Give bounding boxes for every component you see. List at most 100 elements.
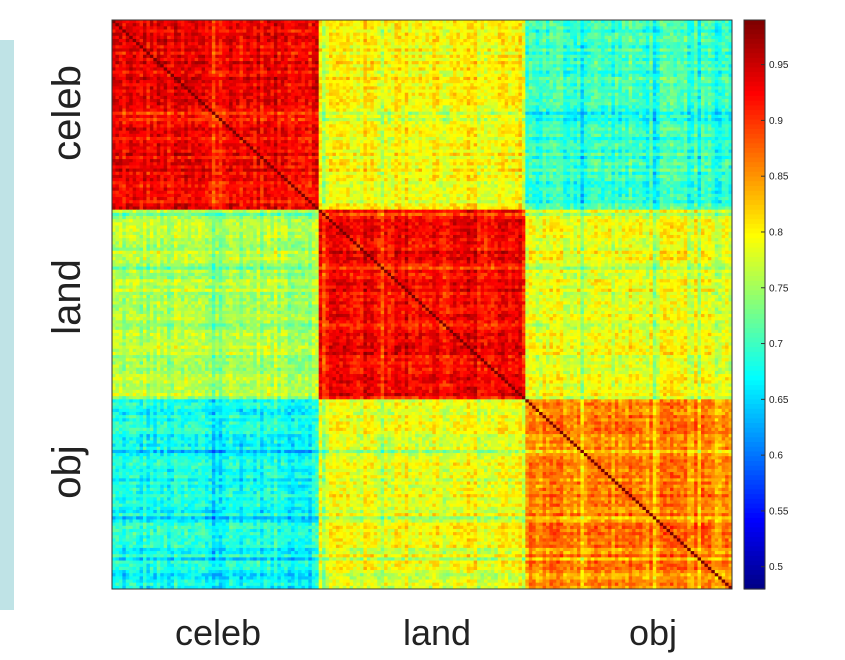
- heatmap-cell: [129, 77, 133, 81]
- heatmap-cell: [474, 74, 478, 78]
- heatmap-cell: [646, 52, 650, 56]
- heatmap-cell: [215, 99, 219, 103]
- heatmap-cell: [653, 67, 657, 71]
- heatmap-cell: [222, 48, 226, 52]
- heatmap-cell: [319, 96, 323, 100]
- heatmap-cell: [677, 23, 681, 27]
- heatmap-cell: [332, 48, 336, 52]
- heatmap-cell: [370, 45, 374, 49]
- heatmap-cell: [525, 23, 529, 27]
- heatmap-cell: [267, 45, 271, 49]
- heatmap-cell: [322, 29, 326, 33]
- heatmap-cell: [446, 77, 450, 81]
- heatmap-cell: [160, 71, 164, 75]
- heatmap-cell: [691, 58, 695, 62]
- heatmap-cell: [270, 58, 274, 62]
- heatmap-cell: [140, 26, 144, 30]
- heatmap-cell: [264, 42, 268, 46]
- heatmap-cell: [649, 93, 653, 97]
- heatmap-cell: [467, 23, 471, 27]
- heatmap-cell: [150, 90, 154, 94]
- heatmap-cell: [649, 29, 653, 33]
- heatmap-cell: [329, 83, 333, 87]
- heatmap-cell: [405, 52, 409, 56]
- heatmap-cell: [605, 67, 609, 71]
- heatmap-cell: [308, 83, 312, 87]
- heatmap-cell: [673, 52, 677, 56]
- heatmap-cell: [715, 86, 719, 90]
- heatmap-cell: [384, 71, 388, 75]
- heatmap-cell: [605, 29, 609, 33]
- heatmap-cell: [233, 67, 237, 71]
- heatmap-cell: [181, 93, 185, 97]
- heatmap-cell: [277, 23, 281, 27]
- heatmap-cell: [339, 20, 343, 24]
- heatmap-cell: [129, 86, 133, 90]
- heatmap-cell: [322, 26, 326, 30]
- heatmap-cell: [546, 29, 550, 33]
- heatmap-cell: [694, 86, 698, 90]
- heatmap-cell: [567, 74, 571, 78]
- heatmap-cell: [525, 52, 529, 56]
- heatmap-cell: [274, 42, 278, 46]
- heatmap-cell: [722, 52, 726, 56]
- heatmap-cell: [150, 86, 154, 90]
- heatmap-cell: [343, 86, 347, 90]
- heatmap-cell: [336, 36, 340, 40]
- heatmap-cell: [284, 36, 288, 40]
- heatmap-cell: [408, 39, 412, 43]
- heatmap-cell: [177, 90, 181, 94]
- heatmap-cell: [243, 61, 247, 65]
- heatmap-cell: [667, 83, 671, 87]
- heatmap-cell: [291, 55, 295, 59]
- heatmap-cell: [374, 71, 378, 75]
- heatmap-cell: [508, 52, 512, 56]
- heatmap-cell: [419, 61, 423, 65]
- heatmap-cell: [715, 77, 719, 81]
- heatmap-cell: [625, 58, 629, 62]
- heatmap-cell: [598, 55, 602, 59]
- heatmap-cell: [580, 77, 584, 81]
- heatmap-cell: [477, 48, 481, 52]
- heatmap-cell: [656, 36, 660, 40]
- heatmap-cell: [146, 74, 150, 78]
- heatmap-cell: [264, 61, 268, 65]
- heatmap-cell: [370, 74, 374, 78]
- heatmap-cell: [636, 96, 640, 100]
- heatmap-cell: [215, 71, 219, 75]
- heatmap-cell: [677, 48, 681, 52]
- heatmap-cell: [553, 52, 557, 56]
- heatmap-cell: [625, 74, 629, 78]
- heatmap-cell: [698, 61, 702, 65]
- heatmap-cell: [408, 36, 412, 40]
- heatmap-cell: [467, 45, 471, 49]
- heatmap-cell: [481, 42, 485, 46]
- heatmap-cell: [563, 96, 567, 100]
- heatmap-cell: [611, 90, 615, 94]
- heatmap-cell: [153, 99, 157, 103]
- heatmap-cell: [481, 96, 485, 100]
- heatmap-cell: [477, 64, 481, 68]
- heatmap-cell: [412, 80, 416, 84]
- heatmap-cell: [140, 96, 144, 100]
- heatmap-cell: [377, 77, 381, 81]
- heatmap-cell: [518, 55, 522, 59]
- heatmap-cell: [580, 45, 584, 49]
- heatmap-cell: [477, 26, 481, 30]
- heatmap-cell: [677, 96, 681, 100]
- heatmap-cell: [474, 20, 478, 24]
- heatmap-cell: [208, 29, 212, 33]
- heatmap-cell: [177, 83, 181, 87]
- heatmap-cell: [370, 93, 374, 97]
- heatmap-cell: [498, 77, 502, 81]
- heatmap-cell: [126, 90, 130, 94]
- heatmap-cell: [450, 55, 454, 59]
- heatmap-cell: [384, 58, 388, 62]
- heatmap-cell: [198, 55, 202, 59]
- heatmap-cell: [618, 86, 622, 90]
- heatmap-cell: [536, 61, 540, 65]
- heatmap-cell: [233, 26, 237, 30]
- heatmap-cell: [722, 45, 726, 49]
- heatmap-cell: [443, 61, 447, 65]
- heatmap-cell: [205, 58, 209, 62]
